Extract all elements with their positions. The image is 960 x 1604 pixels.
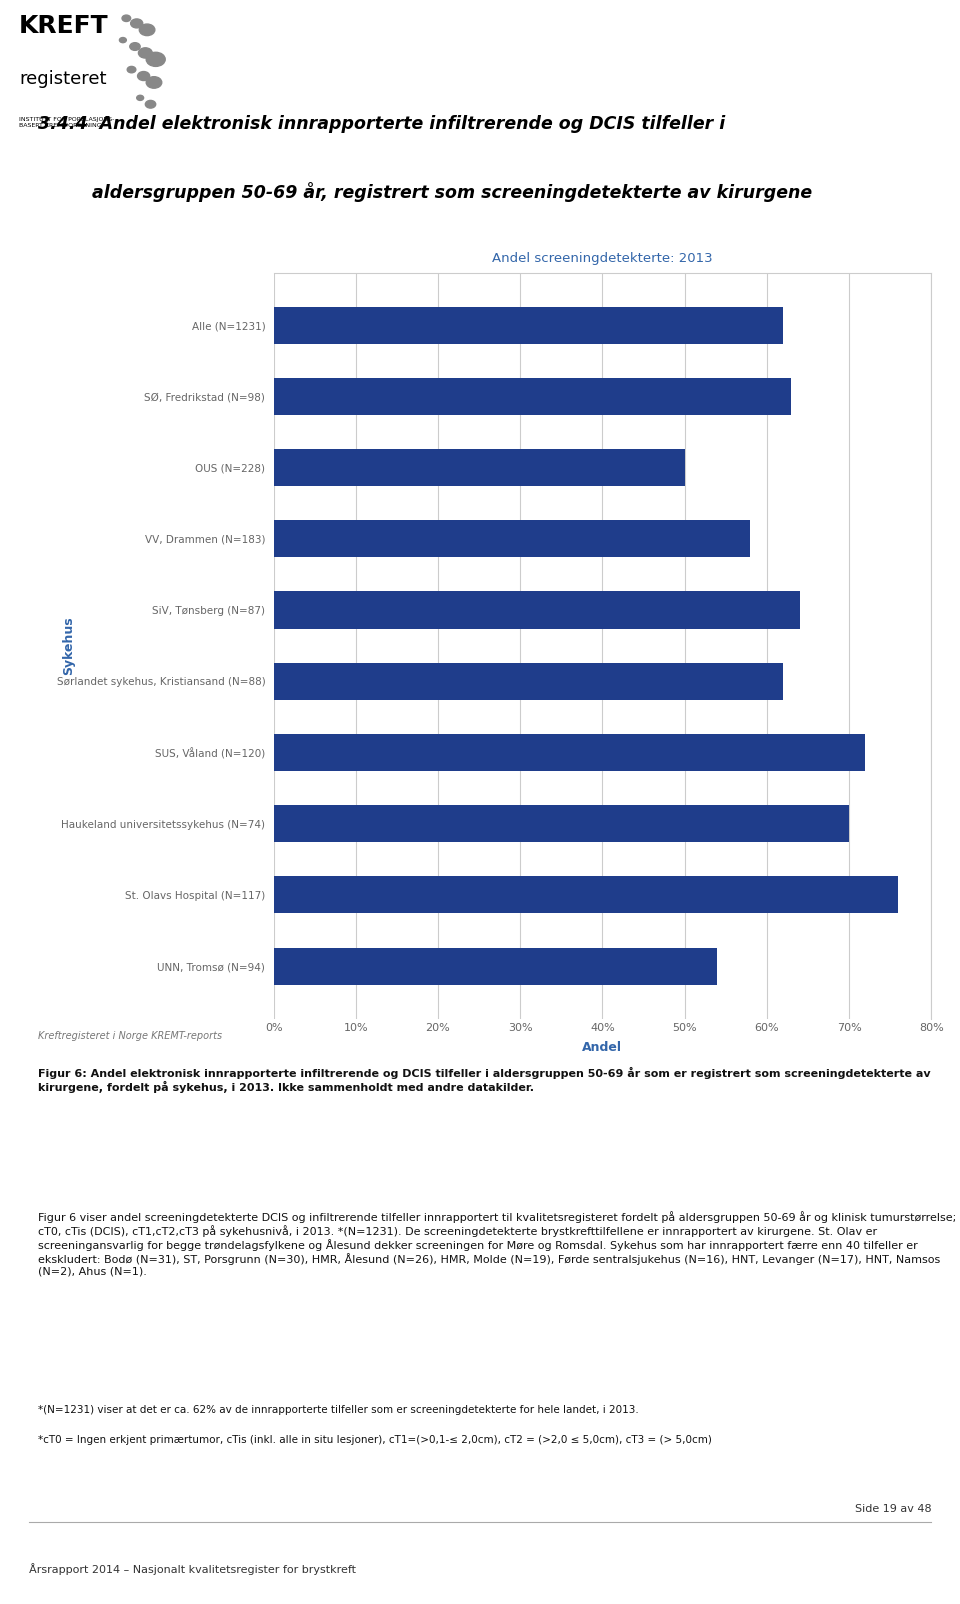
Text: Kreftregisteret i Norge KREMT-reports: Kreftregisteret i Norge KREMT-reports — [38, 1031, 223, 1041]
Circle shape — [146, 77, 161, 88]
Bar — [274, 735, 865, 772]
Text: *(N=1231) viser at det er ca. 62% av de innrapporterte tilfeller som er screenin: *(N=1231) viser at det er ca. 62% av de … — [38, 1405, 639, 1415]
Circle shape — [130, 43, 140, 50]
Text: Figur 6: Andel elektronisk innrapporterte infiltrerende og DCIS tilfeller i alde: Figur 6: Andel elektronisk innrapportert… — [38, 1067, 931, 1092]
Bar — [274, 662, 783, 699]
Circle shape — [131, 19, 143, 27]
Circle shape — [122, 14, 131, 21]
Title: Andel screeningdetekterte: 2013: Andel screeningdetekterte: 2013 — [492, 252, 712, 265]
Bar — [274, 876, 899, 913]
Bar — [274, 449, 684, 486]
Bar — [274, 805, 849, 842]
Bar — [274, 306, 783, 343]
Bar — [274, 379, 791, 415]
Text: Sykehus: Sykehus — [61, 616, 75, 675]
Text: KREFT: KREFT — [19, 14, 108, 38]
Text: INSTITUTT FOR POPULASJONS-
BASERT KREFTFORSKNING: INSTITUTT FOR POPULASJONS- BASERT KREFTF… — [19, 117, 114, 128]
X-axis label: Andel: Andel — [583, 1041, 622, 1054]
Circle shape — [145, 101, 156, 107]
Circle shape — [138, 48, 153, 58]
Circle shape — [119, 37, 127, 43]
Text: Figur 6 viser andel screeningdetekterte DCIS og infiltrerende tilfeller innrappo: Figur 6 viser andel screeningdetekterte … — [38, 1211, 957, 1277]
Text: registeret: registeret — [19, 69, 107, 88]
Bar — [274, 592, 800, 629]
Circle shape — [127, 66, 135, 72]
Circle shape — [136, 95, 144, 101]
Text: *cT0 = Ingen erkjent primærtumor, cTis (inkl. alle in situ lesjoner), cT1=(>0,1-: *cT0 = Ingen erkjent primærtumor, cTis (… — [38, 1436, 712, 1445]
Circle shape — [146, 53, 165, 66]
Bar — [274, 520, 751, 557]
Text: Side 19 av 48: Side 19 av 48 — [854, 1505, 931, 1514]
Text: aldersgruppen 50-69 år, registrert som screeningdetekterte av kirurgene: aldersgruppen 50-69 år, registrert som s… — [37, 181, 812, 202]
Circle shape — [137, 72, 150, 80]
Circle shape — [139, 24, 155, 35]
Bar — [274, 948, 717, 985]
Text: Årsrapport 2014 – Nasjonalt kvalitetsregister for brystkreft: Årsrapport 2014 – Nasjonalt kvalitetsreg… — [29, 1564, 356, 1575]
Text: 3.4.4  Andel elektronisk innrapporterte infiltrerende og DCIS tilfeller i: 3.4.4 Andel elektronisk innrapporterte i… — [37, 115, 725, 133]
